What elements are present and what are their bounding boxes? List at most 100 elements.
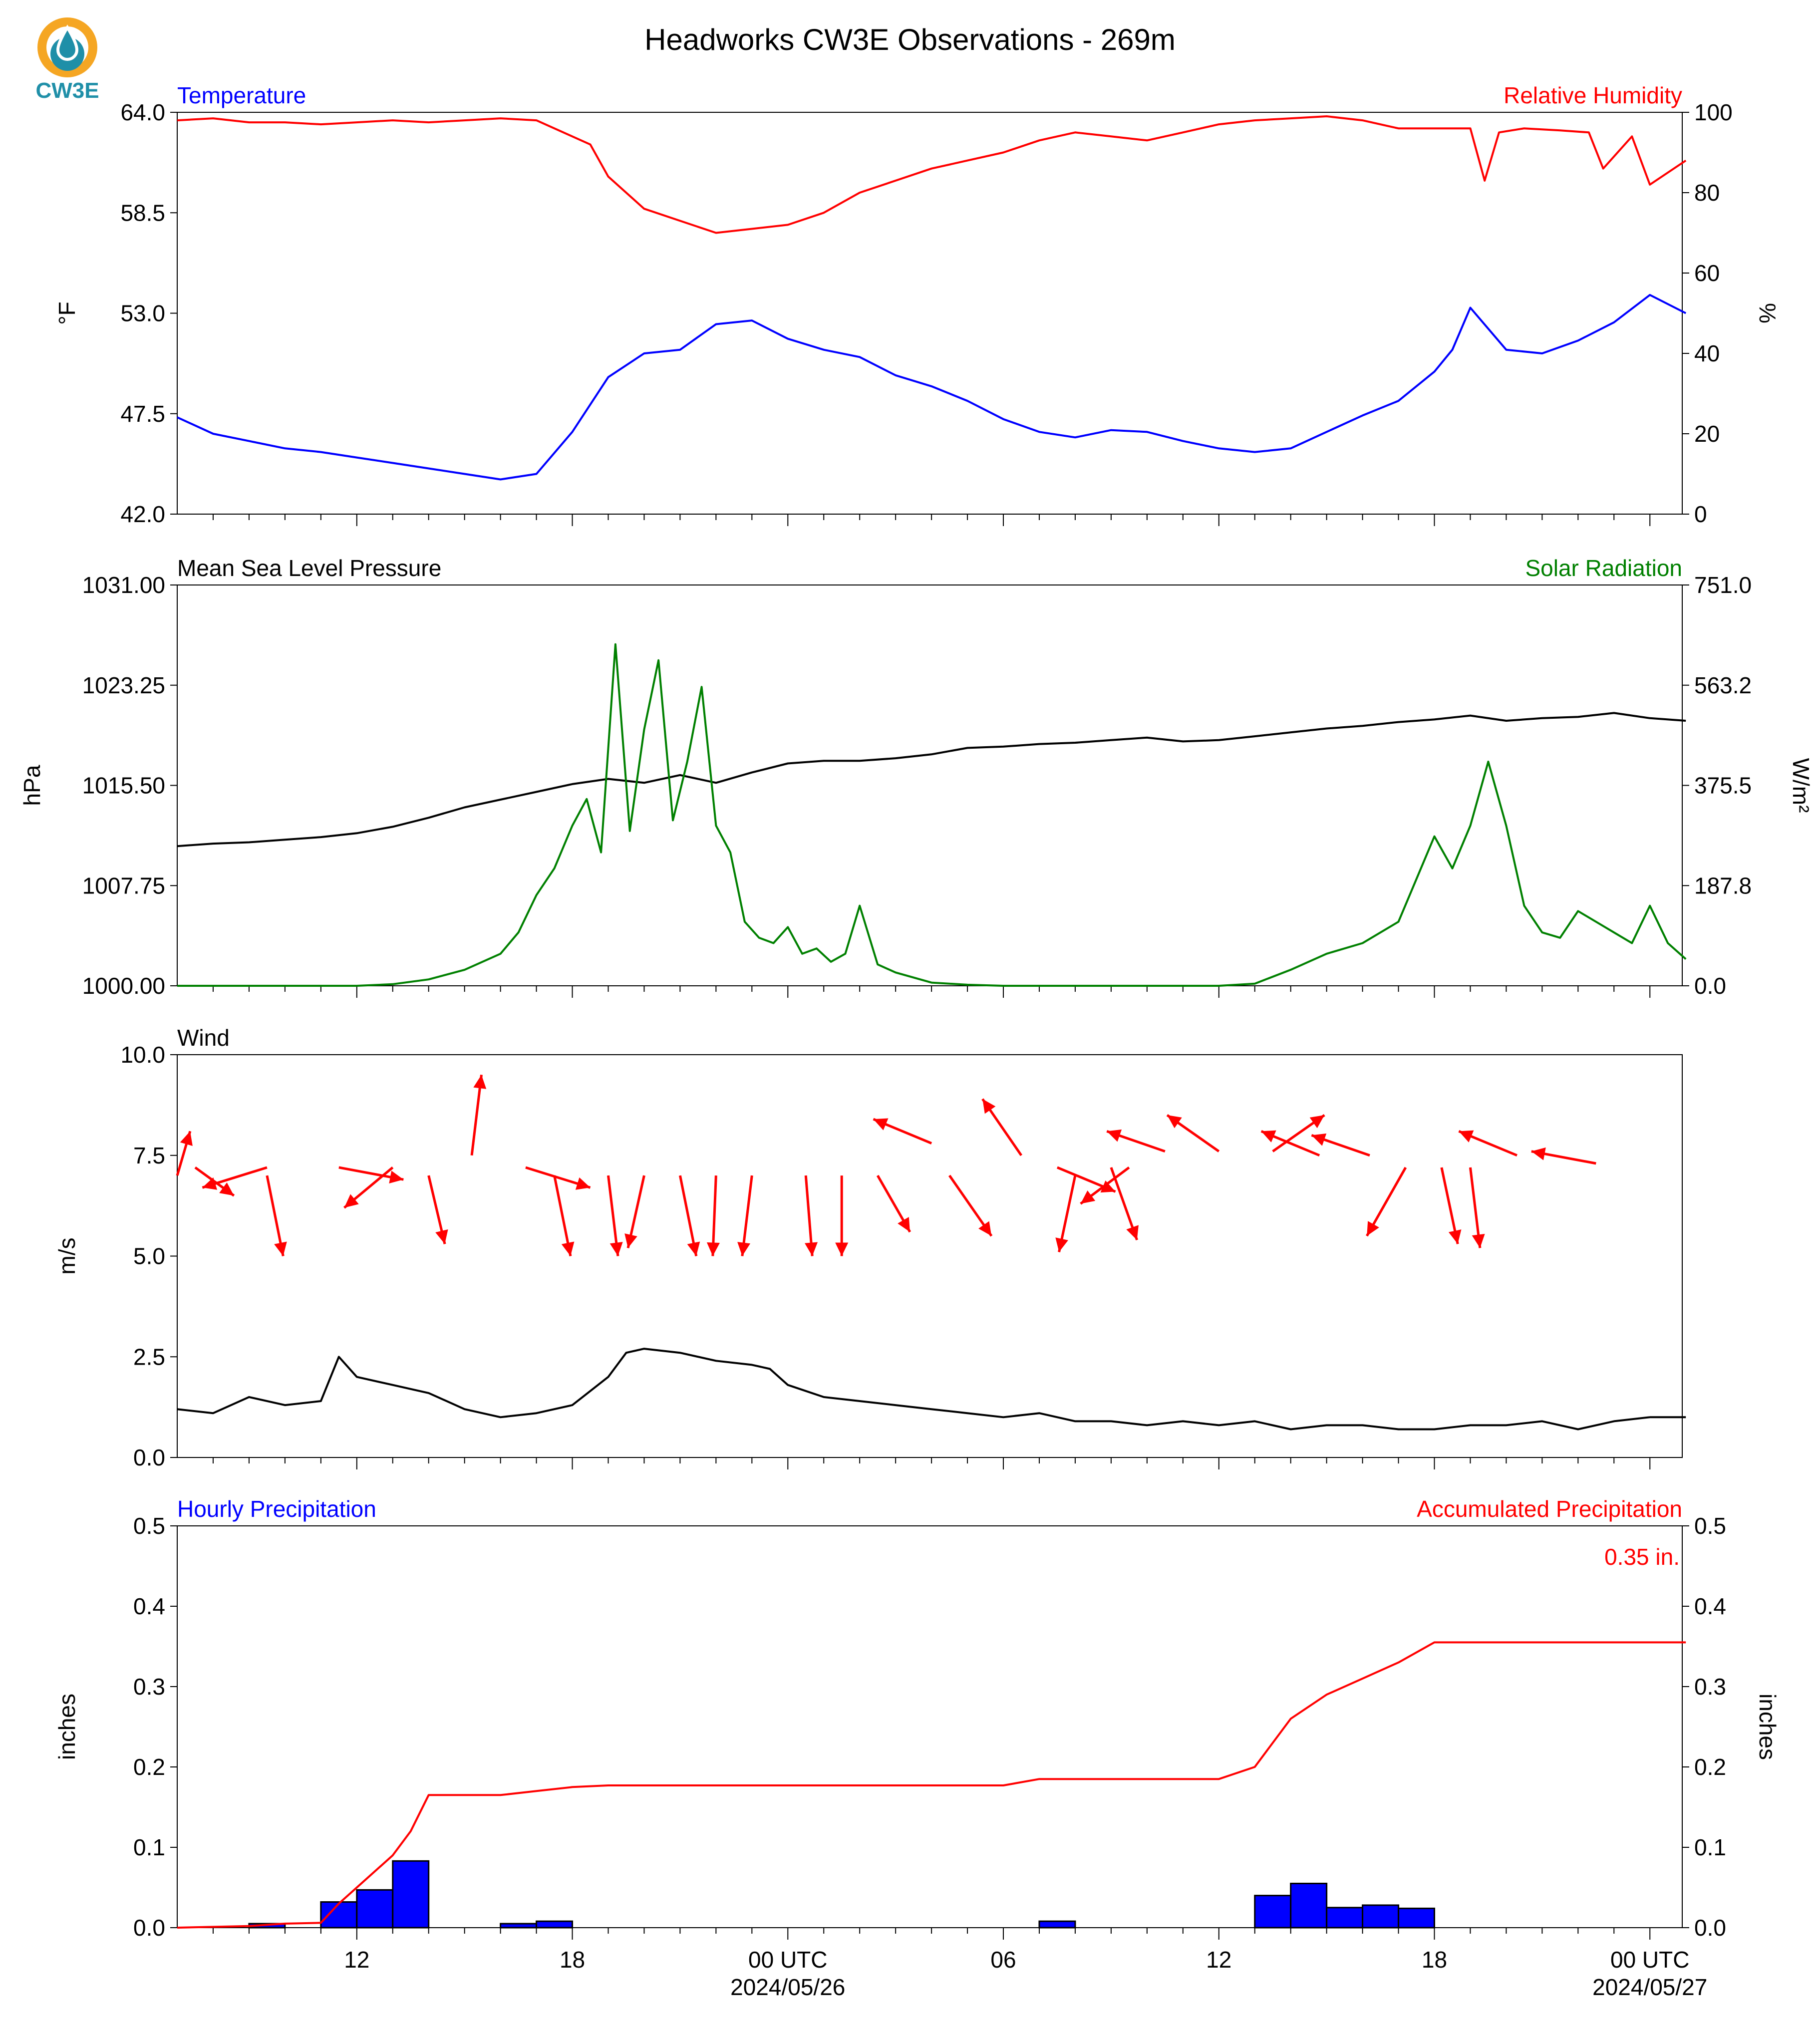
x-tick-label: 00 UTC (748, 1947, 827, 1973)
wind-vector-head (274, 1241, 287, 1256)
chart-panels: Temperature Relative Humidity 42.0 47.5 53.0… (19, 82, 1814, 2000)
figure-title: Headworks CW3E Observations - 269m (644, 23, 1176, 56)
wind-vector (553, 1175, 572, 1256)
panel-left-title: Temperature (177, 82, 306, 108)
x-tick-label: 12 (1206, 1947, 1231, 1973)
panel-right-title: Accumulated Precipitation (1417, 1496, 1682, 1522)
x-tick-label: 18 (1422, 1947, 1447, 1973)
precip-bar (500, 1923, 538, 1929)
wind-vector-head (1531, 1147, 1546, 1160)
y2-axis-label: W/m² (1788, 758, 1814, 813)
x-date-label: 2024/05/27 (1592, 1974, 1707, 2000)
wind-vector-head (706, 1242, 720, 1256)
panel-left-title: Wind (177, 1025, 230, 1051)
wind-vector (1469, 1167, 1482, 1248)
wind-vector-head (1472, 1233, 1485, 1248)
wind-vector-head (737, 1242, 751, 1256)
y2-tick-label: 0.3 (1694, 1674, 1726, 1700)
y-tick-label: 42.0 (120, 501, 165, 527)
cw3e-logo: CW3E (35, 17, 99, 103)
y-tick-label: 10.0 (120, 1042, 165, 1068)
x-tick-label: 18 (560, 1947, 585, 1973)
y2-tick-label: 0.2 (1694, 1754, 1726, 1780)
y-tick-label: 5.0 (133, 1243, 165, 1269)
wind-vector-head (609, 1242, 623, 1256)
wind-vector-head (978, 1221, 992, 1236)
series-line (177, 712, 1686, 848)
precip-bar (1254, 1895, 1292, 1929)
x-tick-label: 06 (990, 1947, 1016, 1973)
y2-tick-label: 751.0 (1694, 572, 1752, 598)
wind-vector-head (1448, 1229, 1462, 1244)
wind-vector-head (1080, 1190, 1096, 1204)
y-tick-label: 2.5 (133, 1344, 165, 1370)
y-tick-label: 1031.00 (82, 572, 165, 598)
panel-right-title: Relative Humidity (1504, 82, 1682, 108)
wind-vector-head (1055, 1237, 1068, 1252)
y-tick-label: 64.0 (120, 99, 165, 125)
panel-right-title: Solar Radiation (1525, 555, 1682, 581)
plot-frame (177, 1525, 1683, 1928)
wind-vector-head (1100, 1180, 1116, 1193)
wind-vector-head (389, 1170, 404, 1184)
wind-vector-head (1107, 1129, 1122, 1142)
wind-vector-head (624, 1233, 637, 1248)
wind-vector-head (575, 1177, 591, 1190)
y-axis-label: inches (54, 1694, 80, 1760)
y2-tick-label: 40 (1694, 340, 1720, 366)
wind-vector-head (180, 1131, 193, 1146)
wind-vector-head (1309, 1115, 1325, 1129)
y-tick-label: 1007.75 (82, 872, 165, 898)
y-tick-label: 53.0 (120, 300, 165, 326)
wind-vector-head (1459, 1130, 1474, 1143)
panel-wind: Wind 0.0 2.5 5.0 7.5 10.0 m/s (54, 1025, 1686, 1470)
precip-bar (392, 1860, 430, 1929)
logo-text: CW3E (35, 78, 99, 103)
wind-vector-head (835, 1242, 849, 1256)
panel-pressure_solar: Mean Sea Level Pressure Solar Radiation 10… (19, 555, 1814, 999)
y2-tick-label: 0.5 (1694, 1513, 1726, 1539)
y-tick-label: 0.3 (133, 1674, 165, 1700)
wind-vector-head (982, 1099, 996, 1114)
wind-vector (741, 1175, 753, 1256)
y-tick-label: 47.5 (120, 401, 165, 427)
wind-vector (470, 1075, 483, 1156)
wind-vector-head (1261, 1130, 1276, 1143)
wind-vector-head (202, 1177, 218, 1190)
precip-bar (1362, 1904, 1400, 1929)
wind-vector-head (473, 1075, 487, 1089)
y2-tick-label: 375.5 (1694, 773, 1752, 799)
y-tick-label: 1000.00 (82, 973, 165, 999)
y2-axis-label: % (1755, 303, 1781, 323)
wind-vector-head (1311, 1133, 1327, 1146)
wind-vector-head (344, 1194, 359, 1208)
wind-vector-head (219, 1182, 234, 1196)
panel-temperature_humidity: Temperature Relative Humidity 42.0 47.5 53.0… (54, 82, 1781, 527)
wind-vector-head (687, 1241, 700, 1256)
wind-vector-head (1167, 1115, 1182, 1129)
y2-tick-label: 60 (1694, 260, 1720, 286)
precip-bar (320, 1901, 358, 1929)
y-tick-label: 0.4 (133, 1593, 165, 1619)
precip-bar (1398, 1907, 1435, 1929)
y-tick-label: 0.0 (133, 1915, 165, 1941)
y-tick-label: 1015.50 (82, 773, 165, 799)
y2-tick-label: 0.4 (1694, 1593, 1726, 1619)
x-date-label: 2024/05/26 (730, 1974, 845, 2000)
y-axis-label: °F (54, 301, 80, 325)
y-axis-label: m/s (54, 1237, 80, 1274)
precip-bar (356, 1889, 394, 1929)
panel-precipitation: Hourly Precipitation Accumulated Precipit… (54, 1496, 1781, 2000)
y2-tick-label: 100 (1694, 99, 1733, 125)
water-drop-icon (56, 24, 79, 61)
y2-tick-label: 563.2 (1694, 672, 1752, 698)
wind-vector-head (873, 1118, 889, 1131)
y-axis-label: hPa (19, 765, 45, 806)
y-tick-label: 1023.25 (82, 672, 165, 698)
y2-tick-label: 0.0 (1694, 1915, 1726, 1941)
series-line (177, 1348, 1686, 1431)
panel-left-title: Mean Sea Level Pressure (177, 555, 441, 581)
series-line (177, 643, 1687, 987)
y-tick-label: 0.2 (133, 1754, 165, 1780)
